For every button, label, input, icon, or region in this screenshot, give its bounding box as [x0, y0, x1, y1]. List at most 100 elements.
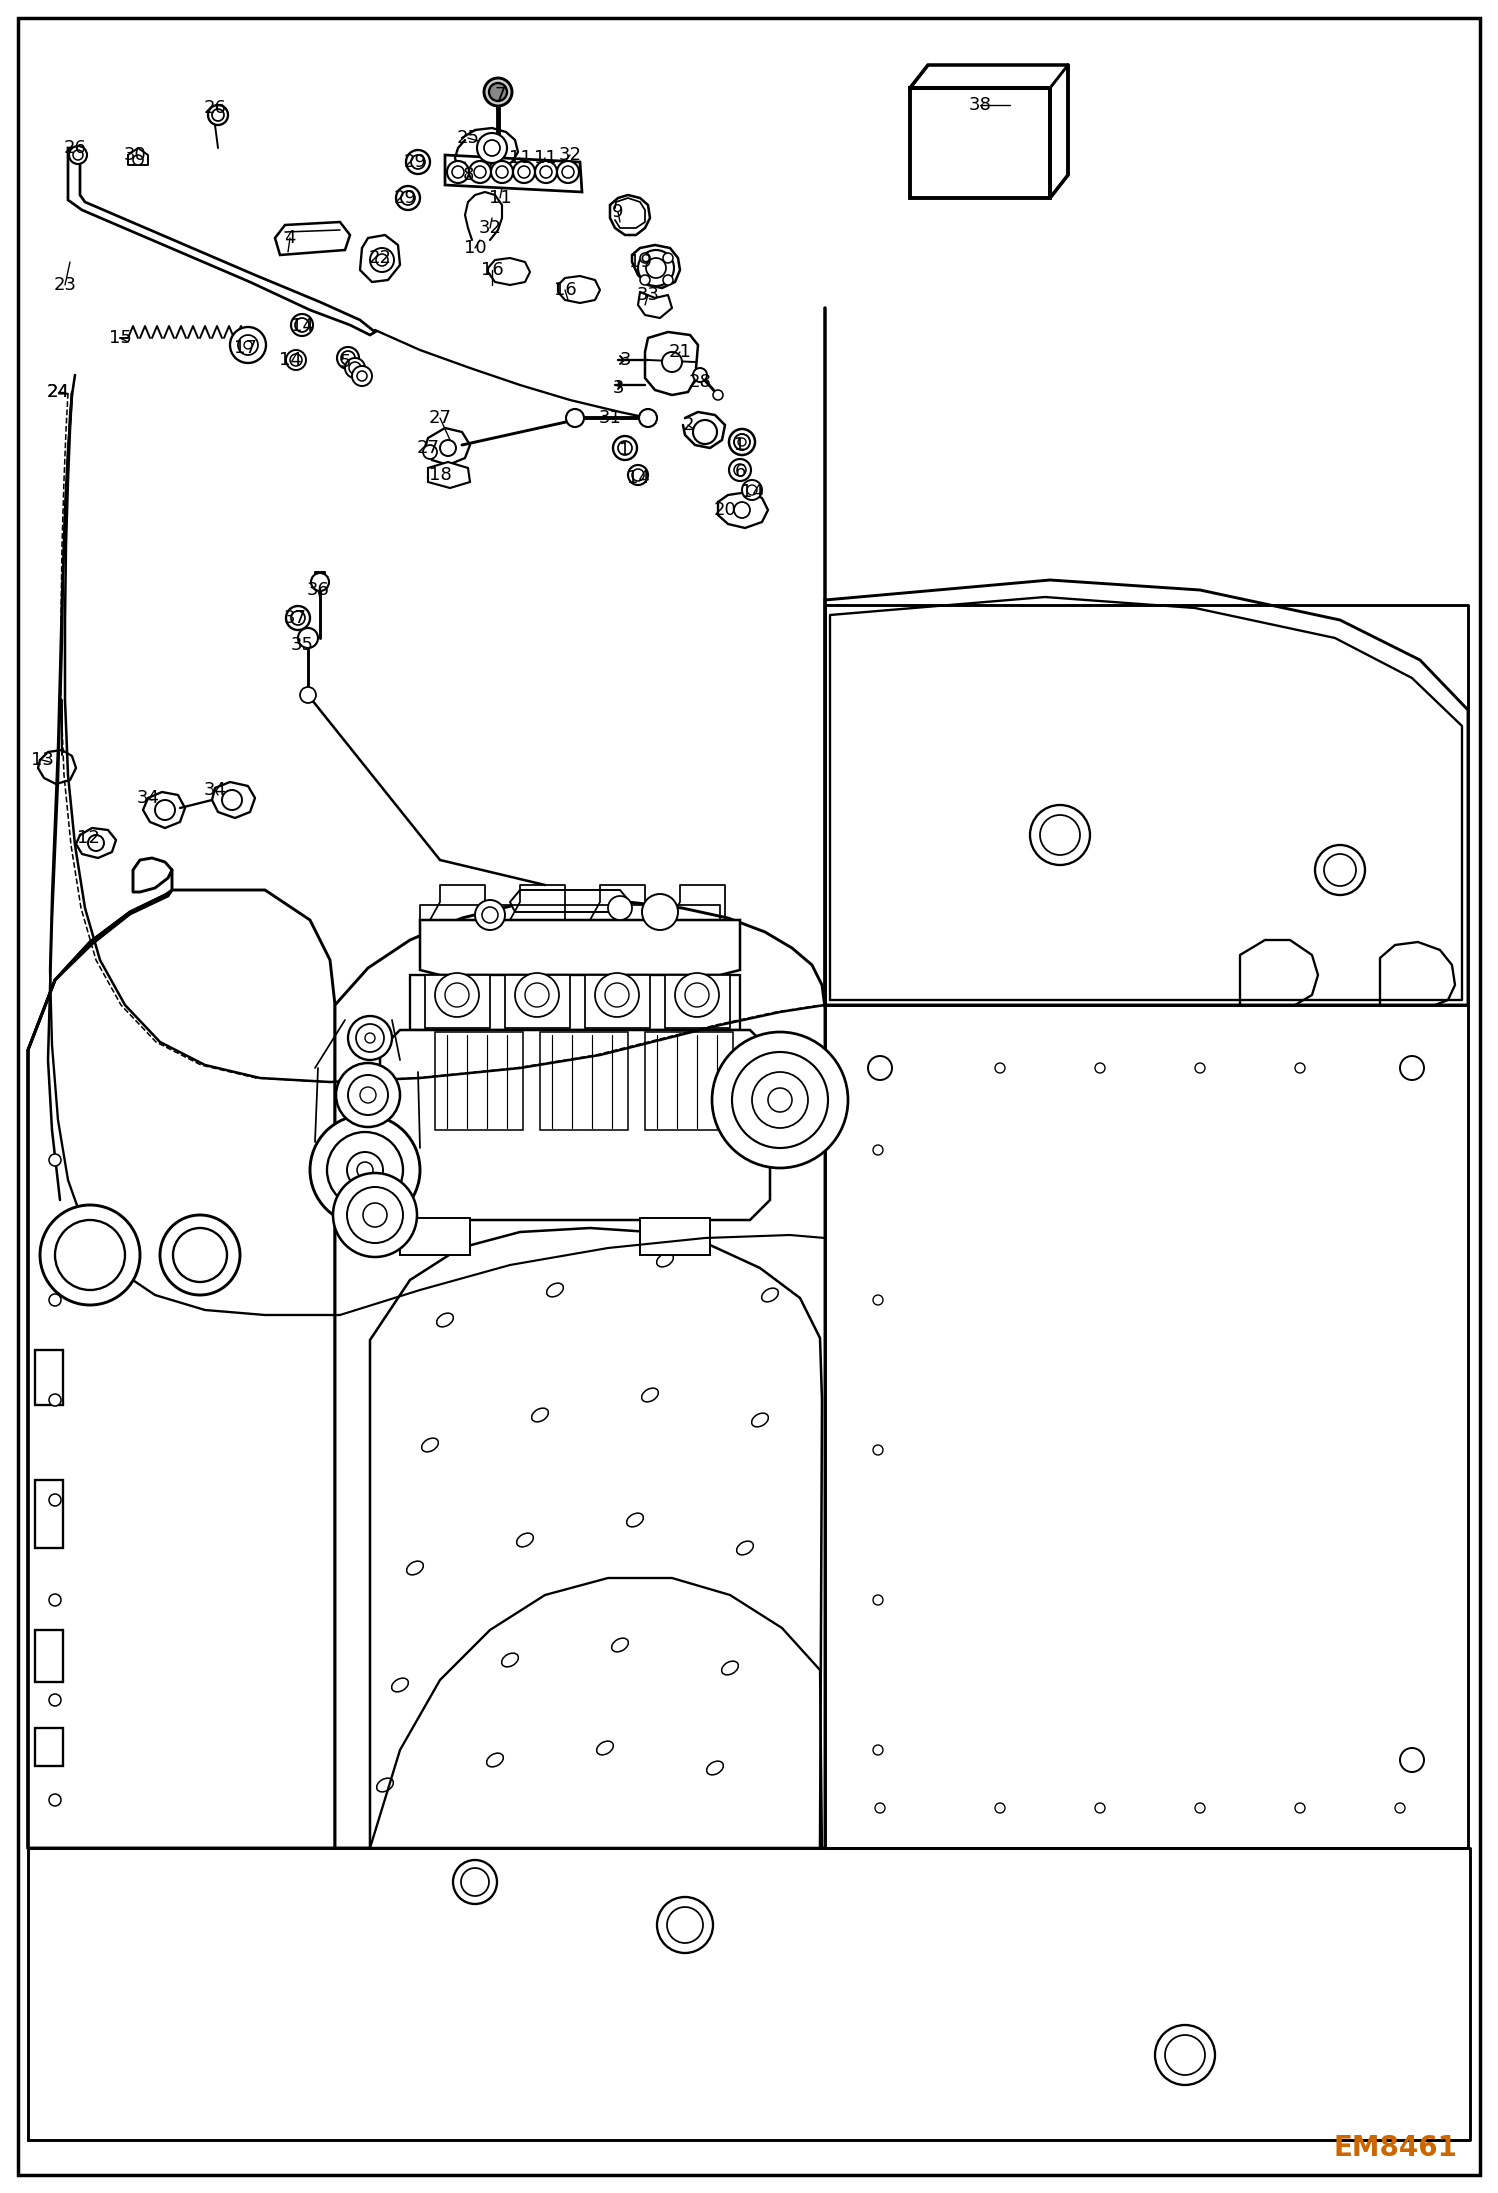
Circle shape — [873, 1296, 882, 1305]
Circle shape — [539, 167, 551, 178]
Circle shape — [619, 441, 632, 454]
Text: 38: 38 — [969, 96, 992, 114]
Ellipse shape — [626, 1513, 643, 1526]
Circle shape — [742, 480, 762, 500]
Circle shape — [875, 1803, 885, 1814]
Circle shape — [733, 1053, 828, 1147]
Text: 36: 36 — [307, 581, 330, 599]
Circle shape — [231, 327, 267, 364]
Polygon shape — [67, 147, 374, 336]
Circle shape — [363, 1204, 386, 1228]
Circle shape — [349, 362, 361, 375]
Circle shape — [333, 1173, 416, 1257]
Circle shape — [337, 346, 360, 368]
Ellipse shape — [517, 1533, 533, 1546]
Polygon shape — [276, 221, 351, 254]
Ellipse shape — [656, 1252, 674, 1268]
Text: 12: 12 — [76, 829, 99, 846]
Circle shape — [640, 252, 650, 263]
Circle shape — [496, 167, 508, 178]
Circle shape — [410, 156, 425, 169]
Circle shape — [244, 340, 252, 349]
Circle shape — [461, 1868, 488, 1897]
Circle shape — [1401, 1057, 1425, 1079]
Circle shape — [348, 1186, 403, 1243]
Circle shape — [752, 1072, 807, 1127]
Circle shape — [352, 366, 372, 386]
Bar — [34, 1351, 63, 1406]
Ellipse shape — [487, 1752, 503, 1768]
Circle shape — [1195, 1803, 1204, 1814]
Circle shape — [664, 274, 673, 285]
Circle shape — [632, 469, 644, 480]
Text: 19: 19 — [629, 252, 652, 272]
Circle shape — [739, 439, 746, 445]
Circle shape — [88, 836, 103, 851]
Circle shape — [286, 351, 306, 371]
Ellipse shape — [391, 1678, 409, 1691]
Text: 33: 33 — [637, 285, 659, 305]
Circle shape — [995, 1064, 1005, 1072]
Circle shape — [488, 83, 506, 101]
Circle shape — [768, 1088, 792, 1112]
Ellipse shape — [761, 1287, 779, 1303]
Circle shape — [1315, 844, 1365, 895]
Circle shape — [172, 1228, 228, 1283]
Polygon shape — [400, 1217, 470, 1254]
Circle shape — [694, 368, 707, 382]
Circle shape — [49, 1594, 61, 1605]
Text: 5: 5 — [339, 353, 351, 371]
Circle shape — [452, 1860, 497, 1904]
Circle shape — [49, 1154, 61, 1167]
Circle shape — [55, 1219, 124, 1289]
Circle shape — [446, 160, 469, 182]
Circle shape — [73, 149, 82, 160]
Ellipse shape — [722, 1660, 739, 1675]
Circle shape — [1294, 1803, 1305, 1814]
Circle shape — [643, 895, 679, 930]
Circle shape — [348, 1015, 392, 1059]
Text: 14: 14 — [279, 351, 301, 368]
Circle shape — [291, 314, 313, 336]
Text: 32: 32 — [478, 219, 502, 237]
Circle shape — [867, 1057, 891, 1079]
Text: 14: 14 — [740, 482, 764, 500]
Circle shape — [1040, 816, 1080, 855]
Text: 8: 8 — [463, 167, 473, 184]
Polygon shape — [28, 890, 336, 1849]
Text: 1: 1 — [619, 441, 631, 458]
Text: 14: 14 — [291, 318, 313, 336]
Circle shape — [734, 465, 746, 476]
Ellipse shape — [547, 1283, 563, 1296]
Ellipse shape — [641, 1388, 658, 1401]
Circle shape — [646, 259, 667, 279]
Circle shape — [658, 1897, 713, 1954]
Circle shape — [312, 572, 330, 590]
Circle shape — [213, 110, 225, 121]
Text: 17: 17 — [234, 340, 256, 357]
Circle shape — [484, 79, 512, 105]
Polygon shape — [586, 976, 650, 1029]
Circle shape — [1324, 853, 1356, 886]
Ellipse shape — [737, 1542, 753, 1555]
Circle shape — [613, 436, 637, 461]
Circle shape — [608, 897, 632, 921]
Text: 30: 30 — [124, 147, 147, 164]
Ellipse shape — [372, 1138, 388, 1151]
Circle shape — [1165, 2035, 1204, 2075]
Polygon shape — [434, 1033, 523, 1129]
Text: 13: 13 — [30, 750, 54, 770]
Text: 24: 24 — [46, 384, 69, 401]
Text: 28: 28 — [689, 373, 712, 390]
Circle shape — [452, 167, 464, 178]
Ellipse shape — [421, 1439, 439, 1452]
Circle shape — [873, 1746, 882, 1754]
Ellipse shape — [406, 1561, 424, 1575]
Polygon shape — [646, 331, 698, 395]
Ellipse shape — [436, 1314, 454, 1327]
Circle shape — [69, 147, 87, 164]
Polygon shape — [505, 976, 571, 1029]
Circle shape — [370, 248, 394, 272]
Text: 31: 31 — [599, 410, 622, 428]
Circle shape — [357, 1024, 383, 1053]
